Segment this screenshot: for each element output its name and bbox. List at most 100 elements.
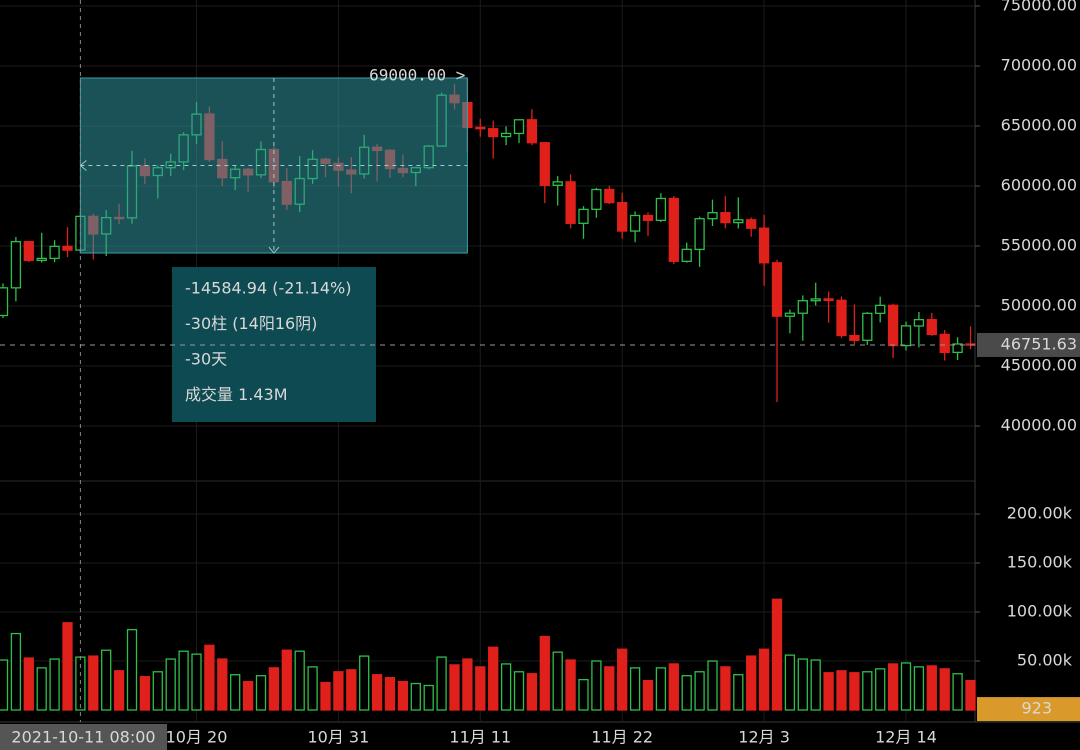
- x-tick-label: 12月 3: [738, 728, 790, 747]
- volume-bar: [578, 678, 589, 711]
- candle-body: [565, 181, 576, 224]
- volume-bar: [539, 635, 550, 711]
- candle-body: [694, 218, 705, 251]
- candle-body: [617, 201, 628, 232]
- x-tick-label: 10月 20: [166, 728, 228, 747]
- measure-arrow: [268, 246, 280, 254]
- volume-bar: [410, 682, 421, 711]
- volume-bar: [965, 679, 976, 711]
- volume-bar: [307, 666, 318, 711]
- candle-body: [62, 245, 73, 251]
- volume-bar: [939, 668, 950, 711]
- volume-bar: [359, 655, 370, 711]
- candle-body: [552, 181, 563, 186]
- y-tick-label: 70000.00: [1001, 56, 1077, 75]
- crosshair-x-label-bg: [0, 724, 167, 750]
- candle-body: [655, 197, 667, 221]
- candle-body: [836, 299, 847, 337]
- candle-body: [707, 212, 718, 220]
- volume-bar: [217, 658, 228, 711]
- volume-bar: [62, 622, 73, 711]
- volume-bar: [384, 677, 396, 711]
- y2-tick-label: 100.00k: [1007, 602, 1073, 621]
- candle-body: [629, 214, 641, 232]
- candle-body: [591, 188, 602, 210]
- candle-body: [900, 325, 912, 347]
- y-tick-label: 65000.00: [1001, 116, 1077, 135]
- volume-bar: [371, 674, 383, 711]
- measure-info-line: -30柱 (14阳16阴): [185, 314, 317, 333]
- volume-bar: [88, 655, 99, 711]
- candle-body: [952, 343, 963, 354]
- volume-bar: [836, 670, 847, 711]
- volume-bar: [591, 660, 602, 711]
- y2-tick-label: 50.00k: [1017, 651, 1073, 670]
- y-tick-label: 60000.00: [1001, 176, 1077, 195]
- volume-bar: [333, 671, 344, 711]
- y-tick-label: 40000.00: [1001, 416, 1077, 435]
- candle-body: [875, 304, 886, 314]
- candle-body: [500, 132, 512, 138]
- volume-bar: [913, 666, 925, 711]
- volume-bar: [642, 679, 654, 711]
- x-tick-label: 12月 14: [875, 728, 937, 747]
- volume-bar: [126, 628, 138, 711]
- last-price-label-bg: [977, 332, 1080, 357]
- volume-bar: [0, 659, 9, 711]
- volume-bar: [771, 598, 783, 711]
- y-tick-label: 75000.00: [1001, 0, 1077, 15]
- y2-tick-label: 200.00k: [1007, 504, 1073, 523]
- volume-bar: [500, 663, 512, 711]
- candle-body: [849, 334, 860, 341]
- volume-bar: [488, 646, 499, 711]
- y-tick-label: 45000.00: [1001, 356, 1077, 375]
- volume-bar: [952, 673, 963, 711]
- measure-info-line: -30天: [185, 350, 227, 369]
- volume-readout-bg: [977, 697, 1080, 722]
- volume-bar: [165, 658, 176, 711]
- y-tick-label: 50000.00: [1001, 296, 1077, 315]
- candle-body: [862, 312, 873, 341]
- candle-body: [810, 298, 821, 302]
- candle-body: [926, 318, 937, 336]
- candle-body: [784, 312, 796, 317]
- volume-bar: [526, 673, 538, 711]
- candle-body: [939, 333, 950, 354]
- volume-bar: [423, 684, 434, 711]
- x-tick-label: 10月 31: [307, 728, 369, 747]
- candle-body: [771, 262, 783, 317]
- candle-body: [668, 197, 679, 262]
- volume-bar: [397, 680, 409, 711]
- volume-readout: 923: [1021, 699, 1052, 718]
- candle-body: [578, 208, 589, 224]
- candle-body: [746, 219, 757, 229]
- candle-body: [0, 287, 9, 317]
- candle-body: [823, 298, 834, 301]
- volume-bar: [346, 669, 357, 711]
- volume-bar: [191, 653, 202, 711]
- candle-body: [681, 248, 692, 262]
- volume-bar: [668, 663, 679, 711]
- candle-body: [49, 245, 60, 260]
- volume-bar: [565, 659, 576, 711]
- volume-bar: [694, 671, 705, 711]
- volume-bar: [242, 680, 254, 711]
- volume-bar: [926, 665, 937, 711]
- candle-body: [720, 212, 731, 224]
- volume-bar: [462, 658, 473, 711]
- candle-body: [513, 119, 525, 135]
- volume-bar: [10, 632, 22, 711]
- measure-info-line: -14584.94 (-21.14%): [185, 279, 351, 298]
- volume-bar: [281, 649, 292, 711]
- volume-bar: [617, 648, 628, 711]
- volume-bar: [746, 655, 757, 711]
- y-tick-label: 55000.00: [1001, 236, 1077, 255]
- volume-bar: [101, 649, 112, 711]
- volume-bar: [733, 674, 744, 711]
- volume-bar: [810, 659, 821, 711]
- candle-body: [797, 300, 808, 314]
- volume-bar: [294, 650, 305, 711]
- volume-bar: [758, 648, 770, 711]
- candle-body: [913, 318, 925, 327]
